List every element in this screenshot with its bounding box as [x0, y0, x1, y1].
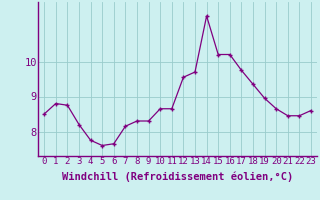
- X-axis label: Windchill (Refroidissement éolien,°C): Windchill (Refroidissement éolien,°C): [62, 172, 293, 182]
